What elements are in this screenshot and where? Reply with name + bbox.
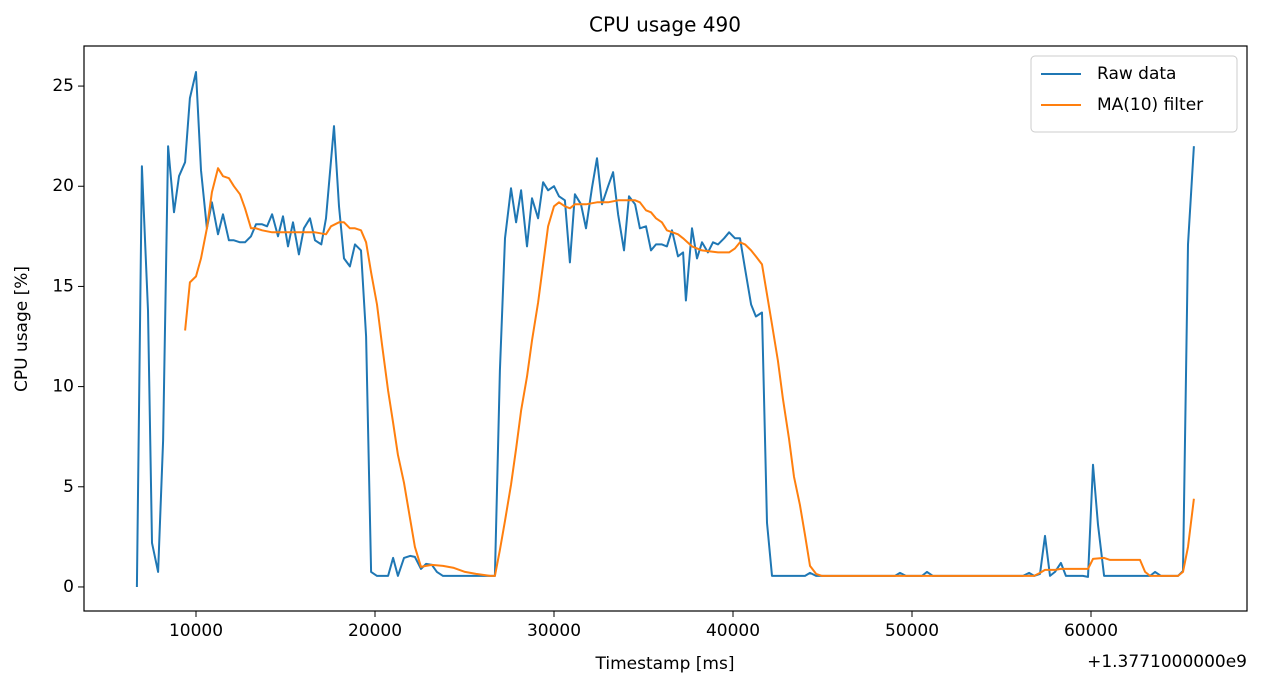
x-tick-label: 10000 <box>169 621 223 641</box>
y-tick-label: 5 <box>63 477 74 497</box>
legend-box <box>1030 55 1238 133</box>
data-line <box>135 71 1195 588</box>
data-line <box>184 167 1195 577</box>
legend-label: MA(10) filter <box>1097 95 1203 115</box>
x-axis-label: Timestamp [ms] <box>595 654 735 674</box>
x-offset-label: +1.3771000000e9 <box>1087 652 1247 672</box>
y-axis-label: CPU usage [%] <box>12 266 32 392</box>
y-tick-label: 25 <box>52 76 74 96</box>
y-tick-label: 15 <box>52 276 74 296</box>
x-tick-label: 20000 <box>348 621 402 641</box>
chart-title: CPU usage 490 <box>589 13 741 37</box>
legend-label: Raw data <box>1097 64 1176 84</box>
x-tick-label: 30000 <box>527 621 581 641</box>
y-tick-label: 20 <box>52 176 74 196</box>
plot-frame <box>83 45 1248 612</box>
x-tick-label: 40000 <box>706 621 760 641</box>
x-tick-label: 50000 <box>885 621 939 641</box>
y-tick-label: 0 <box>63 577 74 597</box>
x-tick-label: 60000 <box>1064 621 1118 641</box>
y-tick-label: 10 <box>52 377 74 397</box>
